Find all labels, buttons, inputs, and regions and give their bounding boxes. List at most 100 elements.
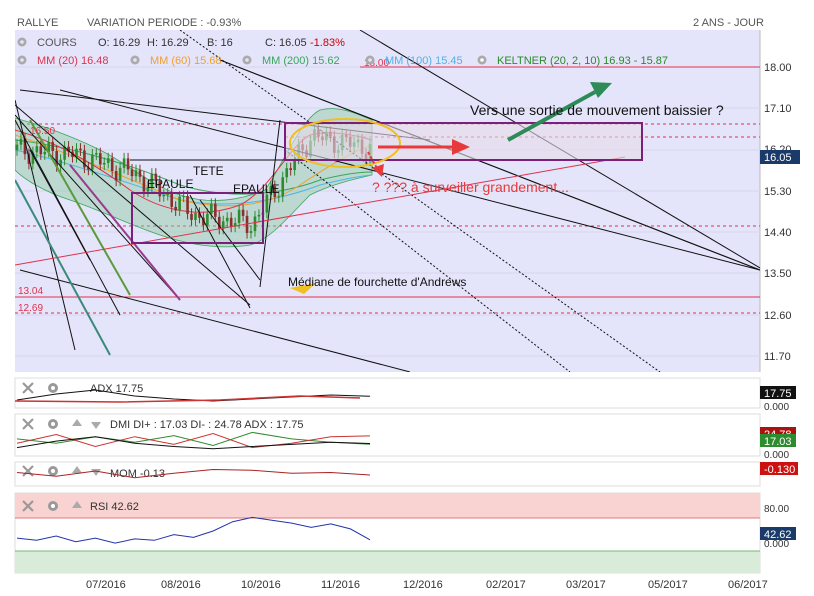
candle-body [55,151,58,167]
adx-zero-tick: 0.000 [764,402,789,413]
close-icon[interactable] [22,500,34,512]
candle-body [91,154,94,170]
x-axis: 07/2016 08/2016 10/2016 11/2016 12/2016 02/20… [86,579,768,591]
candle-body [150,173,154,188]
candle-body [98,153,102,165]
candle-body [154,173,158,182]
rsi-badge: 42.62 [764,529,792,541]
candle-body [281,177,285,197]
candle-body [273,186,277,197]
dmi-adx-line [16,436,371,450]
x-tick-label: 03/2017 [566,579,606,591]
x-tick-label: 11/2016 [321,579,360,591]
legend-keltner: KELTNER (20, 2, 10) 16.93 - 15.87 [497,55,668,67]
gear-icon[interactable] [17,55,27,65]
rsi-overbought-zone [15,493,760,518]
x-tick-label: 06/2017 [728,579,768,591]
candle-body [118,167,122,181]
candle-body [158,181,162,197]
last-price-badge-bg [760,150,800,164]
adx-badge: 17.75 [764,388,792,400]
legend-mm200: MM (200) 15.62 [262,55,340,67]
candle-body [249,231,253,234]
gear-icon[interactable] [477,55,487,65]
gear-icon[interactable] [48,466,58,476]
pattern-box-left [131,192,264,244]
rsi-zero-tick: 0.000 [764,539,789,550]
candle-body [59,159,62,167]
close-icon[interactable] [22,418,34,430]
adx-label: ADX 17.75 [90,383,143,395]
arrow-down-icon[interactable] [91,469,101,476]
arrow-up-icon[interactable] [72,419,82,426]
dmi-badge-plus: 17.03 [764,436,792,448]
cours-label: COURS [37,37,77,49]
candle-body [241,209,245,216]
cours-b: B: 16 [207,37,233,49]
candle-body [237,209,241,224]
candle-body [83,150,86,168]
y-tick: 15.30 [764,186,792,198]
candle-body [166,193,170,195]
cours-chg: -1.83% [310,37,345,49]
candle-body [106,158,110,163]
gear-icon[interactable] [365,55,375,65]
arrow-up-green [507,90,596,142]
candle-body [221,221,225,229]
candle-body [194,212,197,220]
candle-body [23,138,27,155]
y-tick: 13.50 [764,268,792,280]
variation-label: VARIATION PERIODE : -0.93% [87,17,241,29]
gear-icon[interactable] [130,55,140,65]
candle-body [210,203,213,214]
x-tick-label: 05/2017 [648,579,688,591]
cours-h: H: 16.29 [147,37,189,49]
x-tick-label: 02/2017 [486,579,526,591]
candle-body [202,217,205,226]
candle-body [190,213,193,220]
annotation-question: Vers une sortie de mouvement baissier ? [470,102,724,118]
candle-body [289,168,292,171]
close-icon[interactable] [22,382,34,394]
candle-body [102,162,106,165]
arrow-down-icon[interactable] [91,422,101,429]
candle-body [225,217,229,222]
cours-c: C: 16.05 [265,37,307,49]
mom-panel[interactable] [14,461,761,487]
candle-body [285,168,289,178]
level-label-1800: 18.00 [364,58,389,69]
arrow-up-icon[interactable] [72,501,82,508]
annotation-watch: ? ??? à surveiller grandement... [372,179,569,195]
rsi-tick-80: 80.00 [764,504,789,515]
consolidation-box [284,122,643,161]
gear-icon[interactable] [48,501,58,511]
legend-mm20: MM (20) 16.48 [37,55,109,67]
gear-icon[interactable] [242,55,252,65]
candle-body [43,151,47,155]
candle-body [186,196,189,214]
gear-icon[interactable] [48,383,58,393]
candle-body [134,170,138,177]
gear-icon[interactable] [48,419,58,429]
candle-body [95,153,98,155]
highlight-ellipse [289,118,401,168]
rsi-series-line [16,516,371,544]
x-tick-label: 10/2016 [241,579,281,591]
x-tick-label: 12/2016 [403,579,443,591]
adx-panel[interactable] [14,377,761,409]
candle-body [39,146,43,155]
candle-body [245,215,249,234]
candle-body [253,216,257,232]
dmi-minus-line [16,432,371,449]
candle-body [146,187,150,192]
mm60-line [15,134,373,207]
dmi-panel[interactable] [14,413,761,457]
candle-body [170,193,173,207]
candle-body [265,194,269,213]
mm100-line [15,149,373,205]
gear-icon[interactable] [17,37,27,47]
dmi-zero-tick: 0.000 [764,450,789,461]
arrow-up-icon[interactable] [72,466,82,473]
candle-body [162,194,166,197]
